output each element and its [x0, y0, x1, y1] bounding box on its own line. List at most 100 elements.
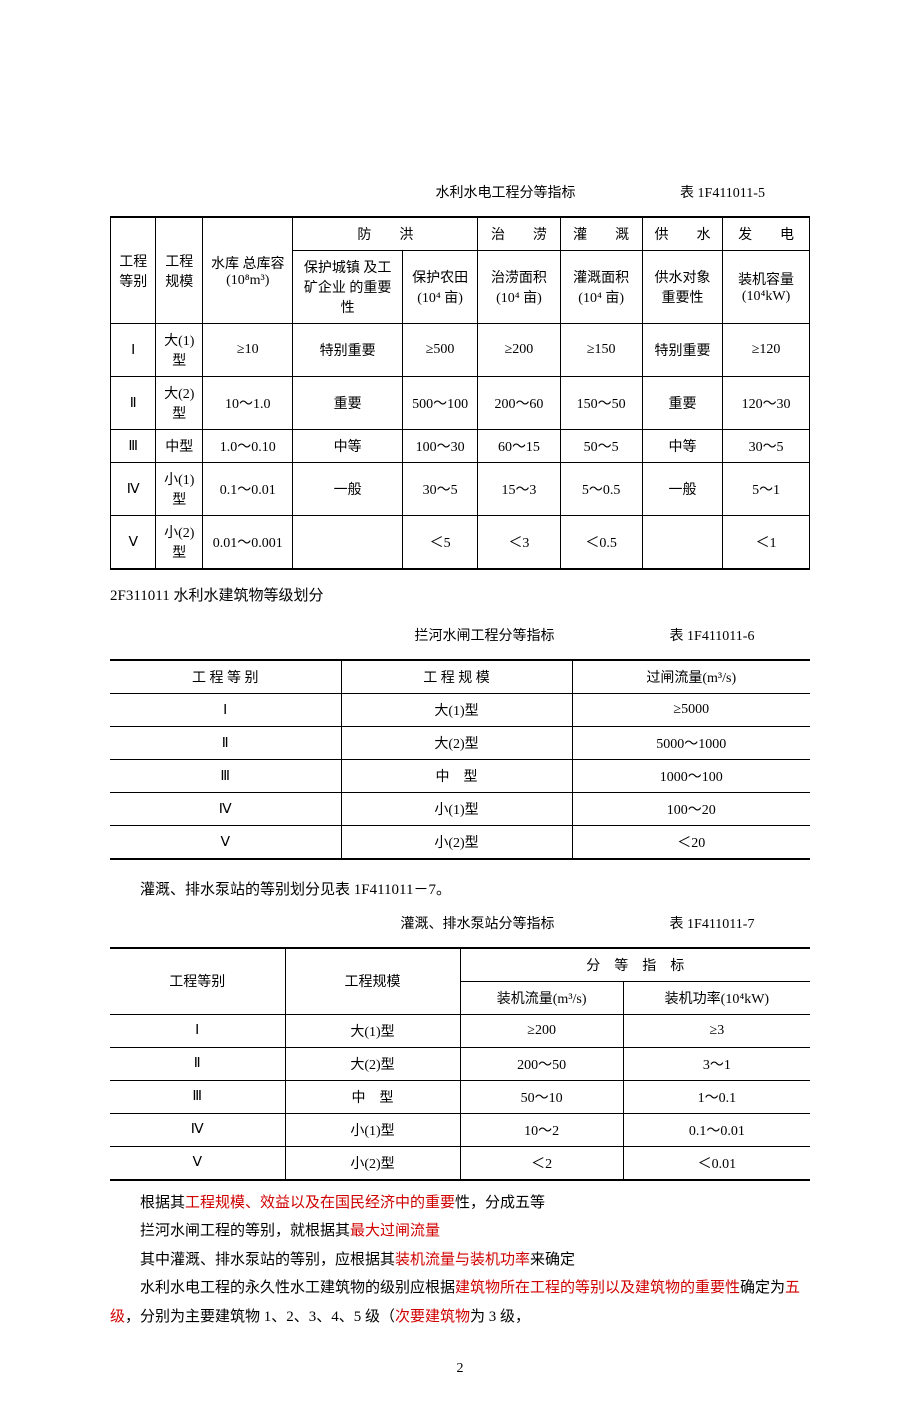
table-cell: Ⅰ [110, 694, 341, 727]
table-cell: 200～50 [460, 1047, 623, 1080]
table-cell: 大(2)型 [285, 1047, 460, 1080]
t3-h2: 工程规模 [285, 948, 460, 1015]
t1-h-g5a: 装机容量 (10⁴kW) [723, 251, 810, 324]
table-cell: 大(2)型 [156, 377, 203, 430]
table-cell: ≥10 [203, 324, 293, 377]
table-cell: 1～0.1 [623, 1080, 810, 1113]
t1-h-g4a: 供水对象 重要性 [642, 251, 722, 324]
page-number: 2 [110, 1361, 810, 1377]
table-cell: ≥500 [402, 324, 477, 377]
table-cell: Ⅴ [110, 826, 341, 860]
t3-h1: 工程等别 [110, 948, 285, 1015]
table1-title-text: 水利水电工程分等指标 [376, 180, 635, 208]
table-cell: Ⅲ [111, 430, 156, 463]
table3-title-text: 灌溉、排水泵站分等指标 [341, 911, 614, 939]
t2-h2: 工 程 规 模 [341, 660, 572, 694]
table3: 工程等别 工程规模 分 等 指 标 装机流量(m³/s) 装机功率(10⁴kW)… [110, 947, 810, 1181]
table-cell: ≥200 [460, 1014, 623, 1047]
table-cell: 大(1)型 [341, 694, 572, 727]
t1-h-g1: 防 洪 [293, 217, 478, 251]
intertext: 灌溉、排水泵站的等别划分见表 1F411011－7。 [140, 882, 451, 898]
table-cell: 30～5 [723, 430, 810, 463]
t1-h-g4: 供 水 [642, 217, 722, 251]
body-paragraphs: 根据其工程规模、效益以及在国民经济中的重要性，分成五等 拦河水闸工程的等别，就根… [110, 1189, 810, 1332]
table-cell: ≥120 [723, 324, 810, 377]
table-cell: 100～30 [402, 430, 477, 463]
table-cell: Ⅴ [111, 516, 156, 570]
table-cell: 30～5 [402, 463, 477, 516]
table-cell: ≥5000 [572, 694, 810, 727]
table-cell: 中 型 [341, 760, 572, 793]
t1-h-g5: 发 电 [723, 217, 810, 251]
table-cell: 5000～1000 [572, 727, 810, 760]
table-cell: 50～10 [460, 1080, 623, 1113]
t1-h-c1: 工程 等别 [111, 217, 156, 324]
table-cell: 小(2)型 [156, 516, 203, 570]
table-cell: 小(1)型 [285, 1113, 460, 1146]
table-cell [642, 516, 722, 570]
table-cell: 中 型 [285, 1080, 460, 1113]
table-cell [293, 516, 402, 570]
table-cell: 1000～100 [572, 760, 810, 793]
table-cell: Ⅲ [110, 760, 341, 793]
table-cell: Ⅱ [111, 377, 156, 430]
table-cell: Ⅳ [110, 1113, 285, 1146]
table-cell: ＜0.5 [560, 516, 642, 570]
table-cell: ＜0.01 [623, 1146, 810, 1180]
table-cell: 小(1)型 [156, 463, 203, 516]
t1-h-c2: 工程 规模 [156, 217, 203, 324]
section-heading: 2F311011 水利水建筑物等级划分 [110, 584, 810, 605]
table-cell: Ⅱ [110, 727, 341, 760]
table2-label: 表 1F411011-6 [614, 623, 810, 651]
table-cell: 10～1.0 [203, 377, 293, 430]
table-cell: 0.1～0.01 [203, 463, 293, 516]
table-cell: 100～20 [572, 793, 810, 826]
table-cell: 500～100 [402, 377, 477, 430]
table-cell: Ⅰ [111, 324, 156, 377]
table-cell: 小(1)型 [341, 793, 572, 826]
table-cell: Ⅰ [110, 1014, 285, 1047]
t1-h-g3a: 灌溉面积 (10⁴ 亩) [560, 251, 642, 324]
table-cell: Ⅱ [110, 1047, 285, 1080]
table-cell: 0.01～0.001 [203, 516, 293, 570]
table-cell: 0.1～0.01 [623, 1113, 810, 1146]
table-cell: 中型 [156, 430, 203, 463]
table-cell: 200～60 [478, 377, 560, 430]
table-cell: 特别重要 [293, 324, 402, 377]
table-cell: ≥3 [623, 1014, 810, 1047]
table-cell: 小(2)型 [285, 1146, 460, 1180]
table2-title: 拦河水闸工程分等指标 表 1F411011-6 [110, 623, 810, 651]
table-cell: 15～3 [478, 463, 560, 516]
table2-title-text: 拦河水闸工程分等指标 [355, 623, 614, 651]
t1-h-g3: 灌 溉 [560, 217, 642, 251]
table3-title: 灌溉、排水泵站分等指标 表 1F411011-7 [110, 911, 810, 939]
table-cell: Ⅳ [110, 793, 341, 826]
t1-h-g2: 治 涝 [478, 217, 560, 251]
table-cell: 大(1)型 [156, 324, 203, 377]
table-cell: 10～2 [460, 1113, 623, 1146]
table-cell: 3～1 [623, 1047, 810, 1080]
table-cell: 大(2)型 [341, 727, 572, 760]
table-cell: Ⅳ [111, 463, 156, 516]
table-cell: ＜20 [572, 826, 810, 860]
t3-hg: 分 等 指 标 [460, 948, 810, 982]
table-cell: 150～50 [560, 377, 642, 430]
table-cell: ＜5 [402, 516, 477, 570]
table-cell: ≥150 [560, 324, 642, 377]
table-cell: 一般 [642, 463, 722, 516]
table-cell: 重要 [642, 377, 722, 430]
table3-label: 表 1F411011-7 [614, 911, 810, 939]
table-cell: 特别重要 [642, 324, 722, 377]
table-cell: 一般 [293, 463, 402, 516]
table-cell: 1.0～0.10 [203, 430, 293, 463]
table-cell: 中等 [642, 430, 722, 463]
table-cell: 小(2)型 [341, 826, 572, 860]
table-cell: 50～5 [560, 430, 642, 463]
table-cell: ≥200 [478, 324, 560, 377]
table1: 工程 等别 工程 规模 水库 总库容 (10⁸m³) 防 洪 治 涝 灌 溉 供… [110, 216, 810, 570]
table2: 工 程 等 别 工 程 规 模 过闸流量(m³/s) Ⅰ大(1)型≥5000Ⅱ大… [110, 659, 810, 860]
table-cell: ＜3 [478, 516, 560, 570]
t1-h-c3: 水库 总库容 (10⁸m³) [203, 217, 293, 324]
table-cell: Ⅴ [110, 1146, 285, 1180]
t2-h3: 过闸流量(m³/s) [572, 660, 810, 694]
